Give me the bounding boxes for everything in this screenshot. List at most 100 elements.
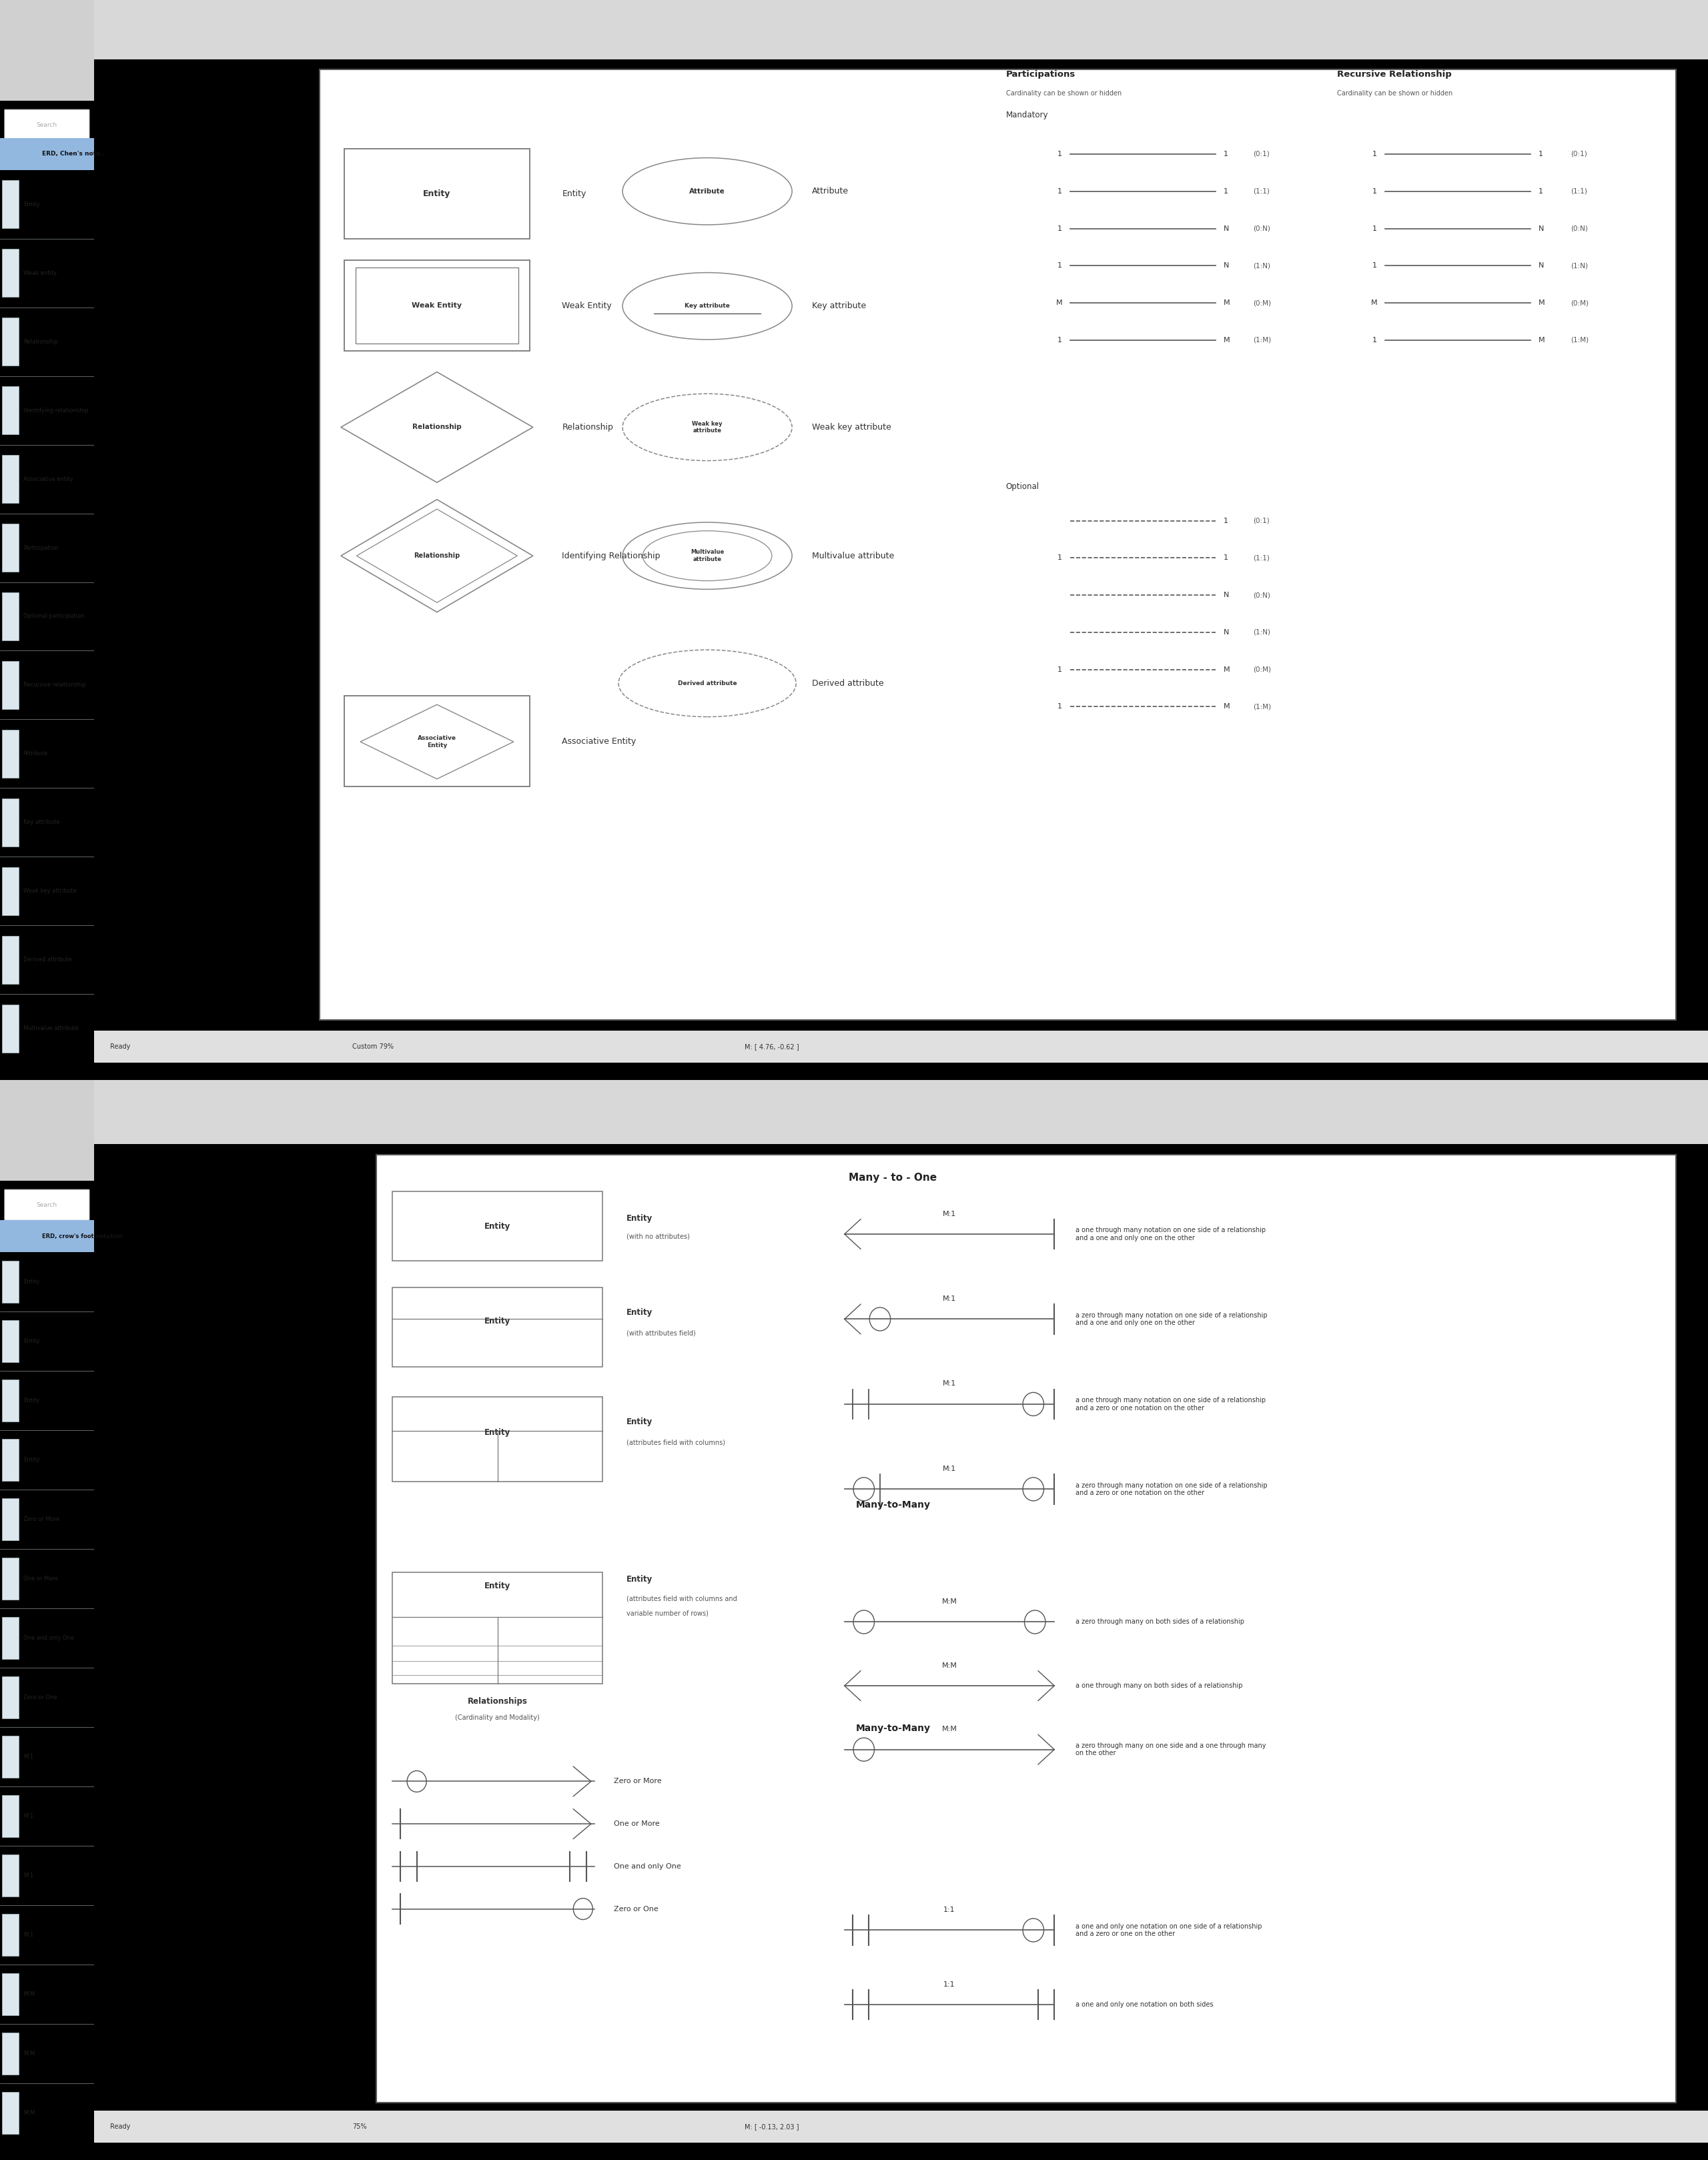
FancyBboxPatch shape xyxy=(2,661,19,708)
FancyBboxPatch shape xyxy=(343,149,529,240)
Text: Cardinality can be shown or hidden: Cardinality can be shown or hidden xyxy=(1337,91,1452,97)
Text: Participation: Participation xyxy=(24,544,58,551)
Text: N: N xyxy=(1223,629,1230,635)
Text: (1:M): (1:M) xyxy=(1254,337,1271,343)
Text: Key attribute: Key attribute xyxy=(813,302,866,311)
Text: (with attributes field): (with attributes field) xyxy=(627,1331,695,1337)
Text: (0:N): (0:N) xyxy=(1254,592,1271,598)
FancyBboxPatch shape xyxy=(2,523,19,572)
FancyBboxPatch shape xyxy=(343,261,529,350)
Text: Cardinality can be shown or hidden: Cardinality can be shown or hidden xyxy=(1006,91,1122,97)
Text: Recursive Relationship: Recursive Relationship xyxy=(1337,69,1452,78)
FancyBboxPatch shape xyxy=(2,730,19,778)
Text: Relationship: Relationship xyxy=(24,339,58,346)
Text: 1: 1 xyxy=(1057,151,1062,158)
FancyBboxPatch shape xyxy=(2,1499,19,1540)
Ellipse shape xyxy=(854,1739,874,1760)
Text: (0:N): (0:N) xyxy=(1571,225,1588,231)
FancyBboxPatch shape xyxy=(0,138,94,171)
Text: Search: Search xyxy=(36,1203,58,1207)
FancyBboxPatch shape xyxy=(2,866,19,916)
Text: (0:M): (0:M) xyxy=(1254,665,1271,674)
Text: (0:N): (0:N) xyxy=(1254,225,1271,231)
FancyBboxPatch shape xyxy=(94,1030,1708,1063)
FancyBboxPatch shape xyxy=(2,1974,19,2015)
Text: a zero through many notation on one side of a relationship
and a one and only on: a zero through many notation on one side… xyxy=(1076,1311,1267,1326)
Text: M:1: M:1 xyxy=(943,1380,956,1387)
Text: Entity: Entity xyxy=(485,1581,511,1590)
Text: M:1: M:1 xyxy=(943,1464,956,1473)
Text: 1: 1 xyxy=(1057,555,1062,562)
Text: a one through many notation on one side of a relationship
and a one and only one: a one through many notation on one side … xyxy=(1076,1227,1266,1242)
Text: a zero through many on both sides of a relationship: a zero through many on both sides of a r… xyxy=(1076,1618,1243,1624)
Text: Participations: Participations xyxy=(1006,69,1076,78)
Text: Custom 79%: Custom 79% xyxy=(352,1043,393,1050)
Text: Entity: Entity xyxy=(485,1223,511,1231)
Text: M: M xyxy=(1539,337,1546,343)
Text: N: N xyxy=(1539,225,1544,231)
FancyBboxPatch shape xyxy=(2,1618,19,1659)
Text: Optional participation: Optional participation xyxy=(24,613,84,620)
FancyBboxPatch shape xyxy=(2,1261,19,1302)
Text: 1:1: 1:1 xyxy=(943,1981,955,1987)
Text: Relationship: Relationship xyxy=(412,423,461,430)
Text: M:M: M:M xyxy=(941,1661,956,1670)
Text: Relationships: Relationships xyxy=(468,1698,528,1706)
Text: Entity: Entity xyxy=(627,1309,652,1318)
Text: (1:1): (1:1) xyxy=(1254,555,1269,562)
FancyBboxPatch shape xyxy=(94,0,1708,60)
FancyBboxPatch shape xyxy=(2,1855,19,1896)
FancyBboxPatch shape xyxy=(319,69,1676,1020)
Text: M:1: M:1 xyxy=(24,1812,34,1819)
Text: M: [ -0.13, 2.03 ]: M: [ -0.13, 2.03 ] xyxy=(745,2123,799,2130)
Text: N: N xyxy=(1539,261,1544,270)
Text: 1: 1 xyxy=(1057,188,1062,194)
Text: Zero or More: Zero or More xyxy=(613,1778,661,1784)
Text: 1: 1 xyxy=(1373,225,1377,231)
FancyBboxPatch shape xyxy=(0,1220,94,1253)
Polygon shape xyxy=(360,704,514,780)
Text: 1: 1 xyxy=(1223,555,1228,562)
Text: Weak Entity: Weak Entity xyxy=(412,302,461,309)
FancyBboxPatch shape xyxy=(2,2033,19,2074)
Text: Multivalue attribute: Multivalue attribute xyxy=(24,1026,79,1030)
Text: Weak Entity: Weak Entity xyxy=(562,300,611,309)
Polygon shape xyxy=(342,372,533,482)
Text: (0:1): (0:1) xyxy=(1571,151,1587,158)
Text: 1: 1 xyxy=(1057,337,1062,343)
Text: a zero through many on one side and a one through many
on the other: a zero through many on one side and a on… xyxy=(1076,1743,1266,1756)
FancyBboxPatch shape xyxy=(2,1557,19,1598)
FancyBboxPatch shape xyxy=(0,0,94,102)
Text: M:1: M:1 xyxy=(24,1873,34,1879)
FancyBboxPatch shape xyxy=(5,1190,89,1220)
Text: 1: 1 xyxy=(1057,225,1062,231)
Text: Weak entity: Weak entity xyxy=(24,270,56,276)
Text: 1: 1 xyxy=(1057,261,1062,270)
Text: M:M: M:M xyxy=(24,2050,34,2056)
Text: N: N xyxy=(1223,592,1230,598)
Text: 1: 1 xyxy=(1373,337,1377,343)
FancyBboxPatch shape xyxy=(94,2110,1708,2143)
Ellipse shape xyxy=(1023,1477,1044,1501)
Text: Search: Search xyxy=(36,123,58,127)
Text: Derived attribute: Derived attribute xyxy=(678,680,736,687)
Ellipse shape xyxy=(1023,1918,1044,1942)
Text: 1: 1 xyxy=(1223,188,1228,194)
Text: a one through many on both sides of a relationship: a one through many on both sides of a re… xyxy=(1076,1683,1242,1689)
Text: 1: 1 xyxy=(1223,518,1228,525)
FancyBboxPatch shape xyxy=(2,318,19,365)
Text: M: M xyxy=(1223,704,1230,711)
Text: Attribute: Attribute xyxy=(813,188,849,197)
Text: M:1: M:1 xyxy=(24,1754,34,1760)
Text: Mandatory: Mandatory xyxy=(1006,110,1049,119)
Text: M: M xyxy=(1223,300,1230,307)
Text: Multivalue attribute: Multivalue attribute xyxy=(813,551,895,559)
FancyBboxPatch shape xyxy=(2,1439,19,1482)
Ellipse shape xyxy=(622,272,793,339)
Text: Identifying Relationship: Identifying Relationship xyxy=(562,551,661,559)
Text: 1: 1 xyxy=(1057,665,1062,674)
Text: Weak key attribute: Weak key attribute xyxy=(813,423,892,432)
Text: (0:1): (0:1) xyxy=(1254,518,1269,525)
Text: Entity: Entity xyxy=(424,190,451,199)
Text: Ready: Ready xyxy=(109,1043,130,1050)
